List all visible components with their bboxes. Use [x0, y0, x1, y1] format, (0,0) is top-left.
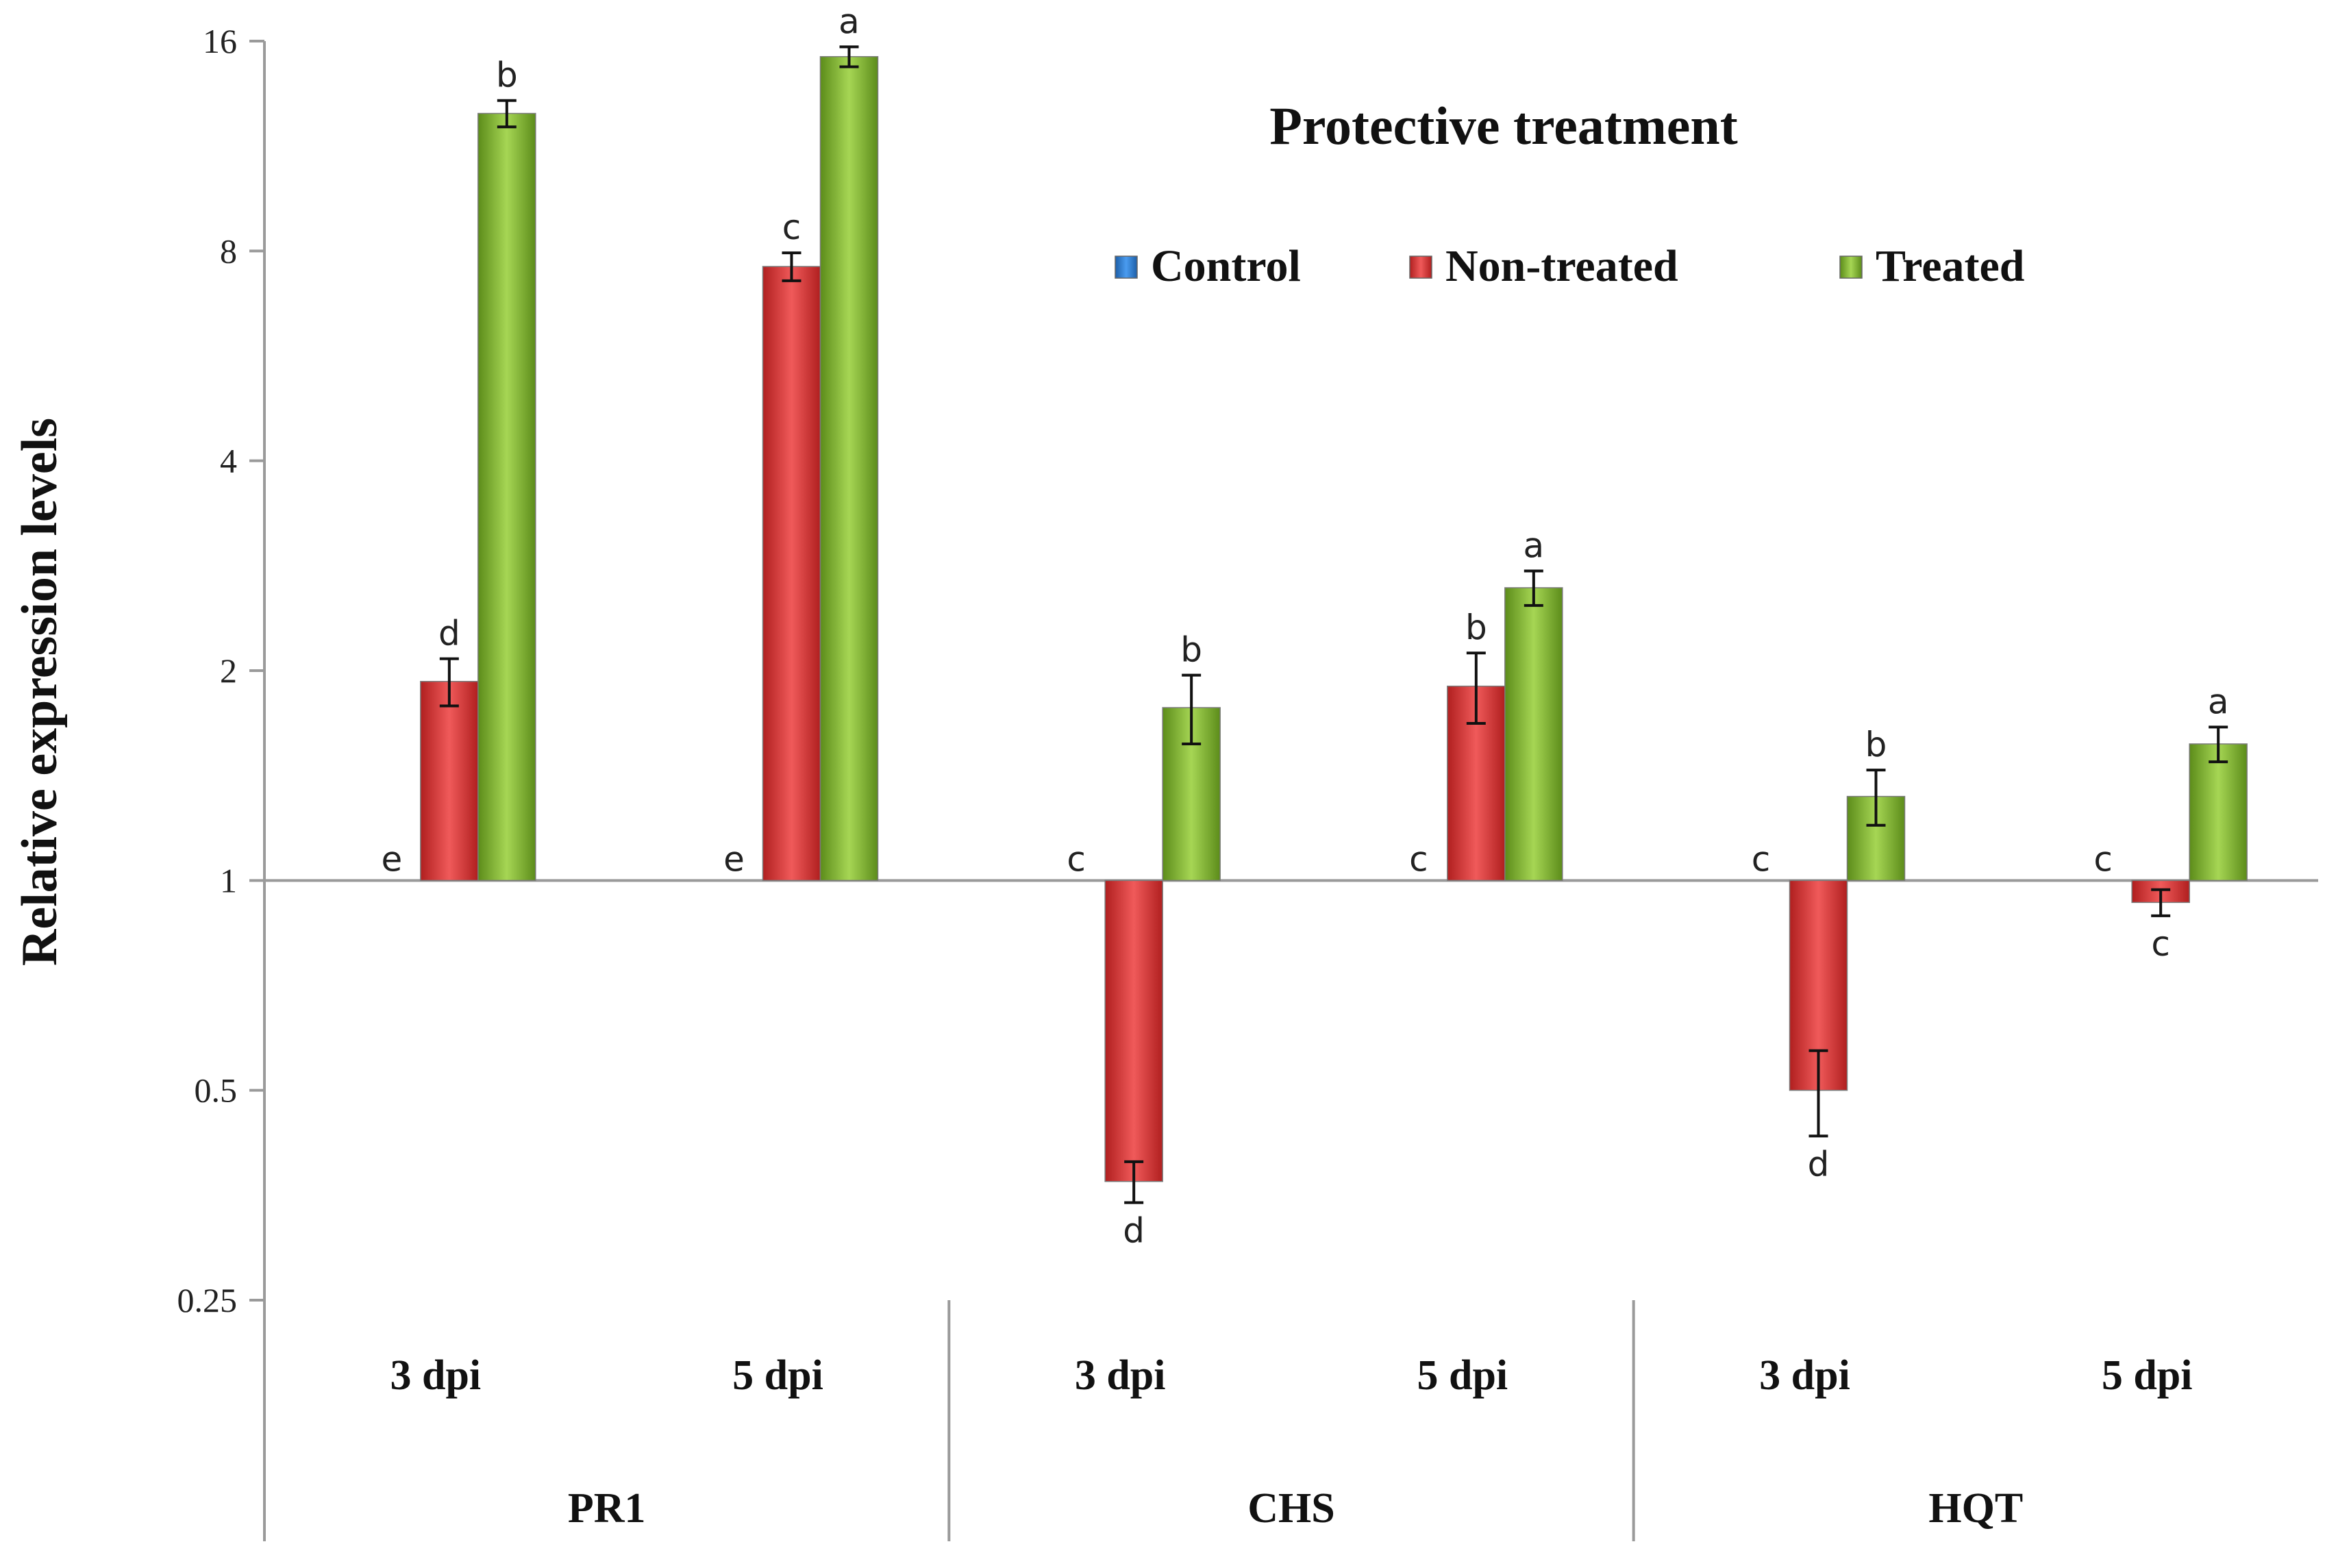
x-group-label: CHS: [1247, 1485, 1334, 1532]
bar-treated-3: [1504, 587, 1563, 882]
bar-non-treated-1: [762, 266, 821, 882]
significance-letter: b: [496, 55, 518, 95]
significance-letters: e e c c c c d c d b d c b a b a b a: [381, 1, 2228, 1250]
significance-letter: b: [1865, 725, 1887, 764]
x-category-label: 3 dpi: [390, 1352, 481, 1399]
x-category-label: 3 dpi: [1759, 1352, 1850, 1399]
significance-letter: c: [2093, 839, 2113, 879]
significance-letter: d: [438, 614, 460, 654]
legend-swatch-control: [1115, 256, 1138, 279]
x-group-label: PR1: [568, 1485, 646, 1532]
legend-swatch-non-treated: [1409, 256, 1432, 279]
significance-letter: b: [1180, 630, 1202, 670]
x-group-label: HQT: [1928, 1485, 2023, 1532]
significance-letter: c: [782, 208, 801, 247]
significance-letter: e: [723, 839, 745, 879]
error-bars: [439, 45, 2228, 1204]
x-category-label: 3 dpi: [1075, 1352, 1166, 1399]
x-category-label: 5 dpi: [732, 1352, 823, 1399]
significance-letter: c: [1409, 839, 1428, 879]
bar-treated-0: [477, 112, 536, 882]
legend-label: Control: [1151, 241, 1301, 291]
bar-treated-1: [819, 55, 879, 882]
y-axis-title: Relative expression levels: [12, 418, 68, 966]
x-category-label: 5 dpi: [1417, 1352, 1508, 1399]
significance-letter: c: [1752, 839, 1771, 879]
significance-letter: c: [1067, 839, 1086, 879]
y-tick-label: 1: [220, 861, 237, 899]
y-axis-ticks: 0.25 0.5 1 2 4 8 16: [177, 22, 264, 1319]
legend-swatch-treated: [1839, 256, 1863, 279]
bar-non-treated-0: [420, 680, 479, 882]
y-tick-label: 8: [220, 232, 237, 270]
bar-series: [420, 55, 2248, 1182]
significance-letter: b: [1465, 608, 1487, 647]
significance-letter: e: [381, 839, 402, 879]
y-tick-label: 4: [220, 442, 237, 480]
significance-letter: d: [1808, 1144, 1830, 1184]
x-axis-group-labels: PR1 CHS HQT: [568, 1485, 2023, 1532]
bar-treated-5: [2189, 743, 2248, 882]
x-category-label: 5 dpi: [2102, 1352, 2193, 1399]
legend-label: Treated: [1876, 241, 2025, 291]
legend: Control Non-treated Treated: [1115, 241, 2025, 291]
legend-label: Non-treated: [1445, 241, 1678, 291]
chart-title: Protective treatment: [1269, 96, 1738, 155]
significance-letter: d: [1123, 1211, 1145, 1251]
y-tick-label: 0.5: [195, 1071, 238, 1110]
y-tick-label: 2: [220, 651, 237, 690]
y-tick-label: 0.25: [177, 1281, 238, 1319]
bar-non-treated-2: [1104, 880, 1163, 1182]
x-axis-group-dividers: [263, 1300, 1635, 1541]
y-tick-label: 16: [203, 22, 237, 60]
significance-letter: a: [838, 1, 860, 41]
significance-letter: a: [1524, 525, 1545, 565]
x-axis-category-labels: 3 dpi 5 dpi 3 dpi 5 dpi 3 dpi 5 dpi: [390, 1352, 2192, 1399]
significance-letter: c: [2151, 924, 2170, 964]
significance-letter: a: [2208, 682, 2229, 721]
